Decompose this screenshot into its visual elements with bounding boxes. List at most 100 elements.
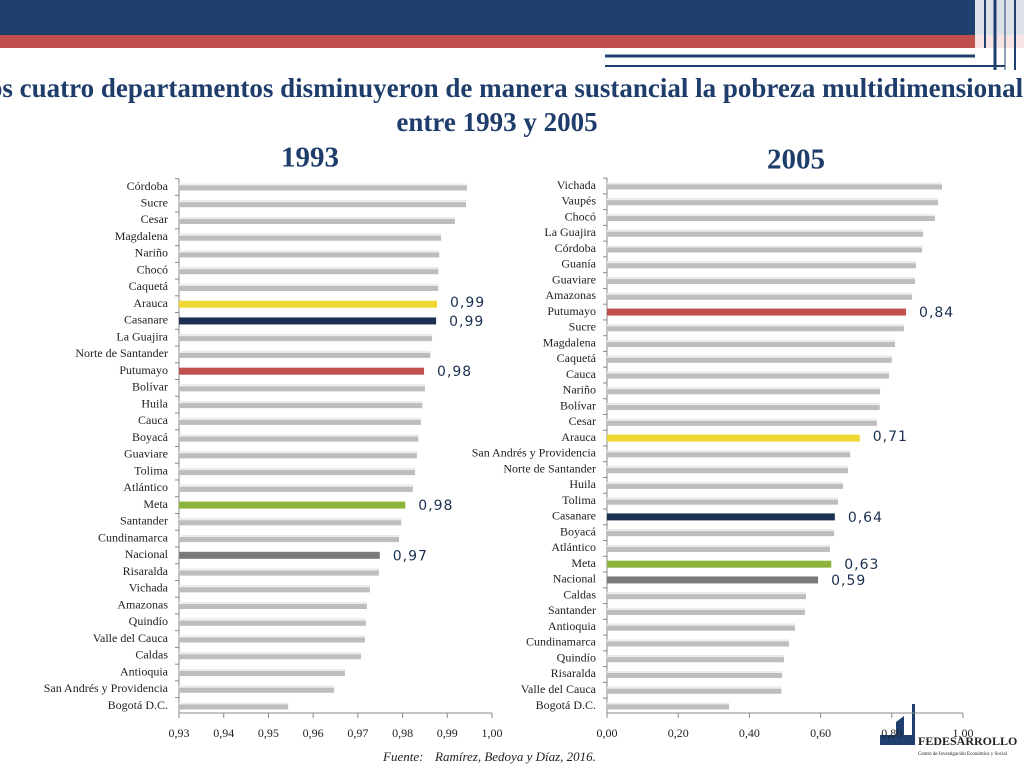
value-label: 0,63 [844,557,879,573]
category-label: Bolívar [132,380,168,394]
bar [607,198,939,206]
bar-shine [179,702,289,705]
bar-shine [179,618,366,621]
category-label: Norte de Santander [503,461,596,475]
bar-shine [179,233,442,236]
value-label: 0,98 [437,364,472,380]
category-label: Arauca [133,296,168,310]
category-label: Nacional [125,547,169,561]
bar [179,250,440,258]
bar [607,529,835,537]
bar-shine [179,602,367,605]
bar-shine [607,497,839,500]
bar-shine [607,702,730,705]
category-label: San Andrés y Providencia [472,446,597,460]
bar-shine [179,267,439,270]
bar-shine [607,544,830,547]
category-label: Atlántico [551,540,596,554]
value-label: 0,99 [450,295,485,311]
bar-shine [607,355,892,358]
bar [179,317,437,325]
bar [607,324,904,332]
bar [607,308,907,316]
category-label: Tolima [562,493,596,507]
category-label: Córdoba [555,241,597,255]
bar [179,334,433,342]
bar-shine [607,655,784,658]
x-tick-label: 0,93 [169,726,190,740]
bar-shine [179,216,455,219]
logo: FEDESARROLLO Centro de Investigación Eco… [880,704,1017,757]
category-label: Santander [548,603,596,617]
bar [179,384,425,392]
category-label: San Andrés y Providencia [44,681,169,695]
bar-shine [607,686,782,689]
category-label: Cesar [569,414,596,428]
bar [607,513,835,521]
bar-shine [179,669,345,672]
slide-title: Los cuatro departamentos disminuyeron de… [0,73,1024,137]
category-label: Sucre [141,195,168,209]
bar-shine [607,466,849,469]
category-label: Boyacá [560,524,597,538]
bar [179,669,345,677]
category-label: Risaralda [551,666,597,680]
bar [607,576,819,584]
bar [607,292,913,300]
bar-shine [179,350,431,353]
bar-shine [179,283,439,286]
decor-lines [605,0,1016,70]
bar [179,585,370,593]
value-label: 0,98 [418,498,453,514]
x-tick-label: 0,98 [392,726,413,740]
header-corner [975,0,1024,48]
bar [179,685,335,693]
category-label: Nariño [563,383,596,397]
bar [607,418,877,426]
category-label: Bogotá D.C. [108,698,168,712]
bar [607,277,915,285]
bar-shine [607,214,935,217]
category-label: Cauca [566,367,597,381]
value-label: 0,84 [919,305,954,321]
category-label: Atlántico [123,480,168,494]
category-label: Magdalena [543,335,597,349]
x-tick-label: 0,60 [810,726,831,740]
category-label: Caldas [563,587,596,601]
category-label: Guaviare [552,272,596,286]
x-tick-label: 0,95 [258,726,279,740]
category-label: Putumayo [119,363,168,377]
bar-shine [607,245,923,248]
bar-shine [179,585,370,588]
bar-shine [607,607,805,610]
bar [607,371,889,379]
bar-shine [179,484,413,487]
bar [179,267,439,275]
category-label: Meta [571,556,596,570]
bar-shine [607,277,915,280]
category-label: Cundinamarca [526,635,597,649]
value-label: 0,64 [848,510,883,526]
source: Ramírez, Bedoya y Díaz, 2016. [434,749,596,764]
bar [179,367,425,375]
category-label: Chocó [137,262,168,276]
bar [607,639,789,647]
bar [179,468,416,476]
bar [607,182,942,190]
bar [607,560,832,568]
category-label: Norte de Santander [75,346,168,360]
logo-tagline: Centro de Investigación Económica y Soci… [918,752,1008,757]
chart-title: 2005 [767,144,825,176]
bar-shine [179,384,425,387]
bar-shine [607,387,881,390]
chart-title: 1993 [281,142,339,174]
bar [607,229,924,237]
category-label: Huila [141,396,168,410]
bar-shine [607,182,942,185]
category-label: Cundinamarca [98,530,169,544]
bar-shine [179,635,366,638]
category-label: Tolima [134,463,168,477]
bar-shine [607,292,913,295]
bar-shine [179,685,335,688]
bar [607,355,892,363]
